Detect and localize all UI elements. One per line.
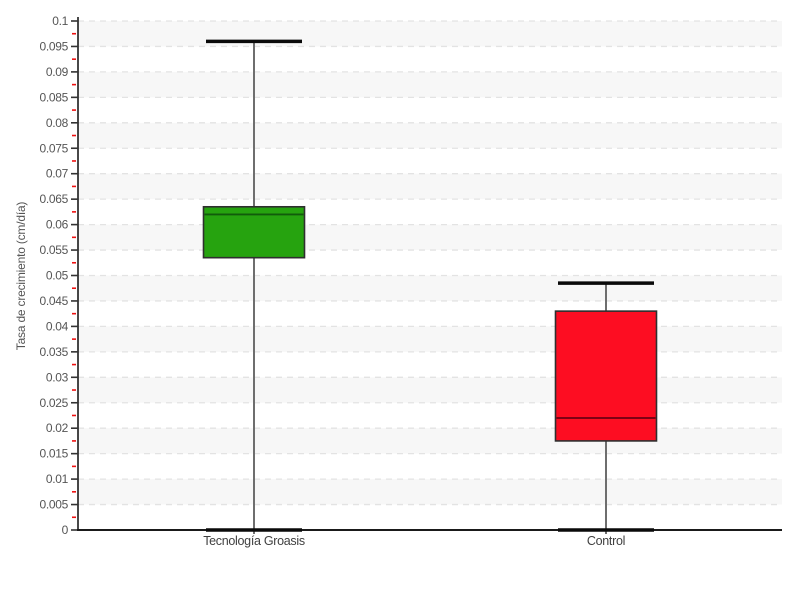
y-axis-title: Tasa de crecimiento (cm/día) (14, 201, 28, 351)
background-band (78, 173, 782, 200)
background-band (78, 479, 782, 505)
y-tick-label: 0.09 (46, 65, 69, 79)
background-band (78, 326, 782, 352)
y-tick-label: 0.1 (52, 14, 68, 28)
y-tick-label: 0.045 (39, 294, 68, 308)
y-tick-label: 0.07 (46, 167, 69, 181)
y-tick-label: 0.095 (39, 39, 68, 53)
y-tick-label: 0.025 (39, 396, 68, 410)
background-band (78, 275, 782, 301)
background-band (78, 377, 782, 403)
y-tick-label: 0.085 (39, 90, 68, 104)
background-band (78, 71, 782, 98)
y-tick-label: 0.055 (39, 243, 68, 257)
x-tick-label-tecnologia-groasis: Tecnología Groasis (203, 534, 305, 548)
x-tick-label-control: Control (587, 534, 625, 548)
y-tick-label: 0.005 (39, 498, 68, 512)
y-tick-label: 0.02 (46, 421, 69, 435)
y-tick-label: 0.075 (39, 141, 68, 155)
y-tick-label: 0.065 (39, 192, 68, 206)
y-tick-label: 0.01 (46, 472, 69, 486)
y-tick-label: 0 (62, 523, 69, 537)
y-tick-label: 0.015 (39, 447, 68, 461)
y-tick-label: 0.035 (39, 345, 68, 359)
y-tick-label: 0.08 (46, 116, 69, 130)
y-tick-label: 0.05 (46, 269, 69, 283)
box-control (554, 310, 658, 442)
background-band (78, 21, 782, 47)
background-band (78, 428, 782, 454)
background-band (78, 122, 782, 149)
y-tick-label: 0.03 (46, 370, 69, 384)
y-tick-label: 0.04 (46, 319, 69, 333)
background-band (78, 224, 782, 251)
y-tick-label: 0.06 (46, 218, 69, 232)
